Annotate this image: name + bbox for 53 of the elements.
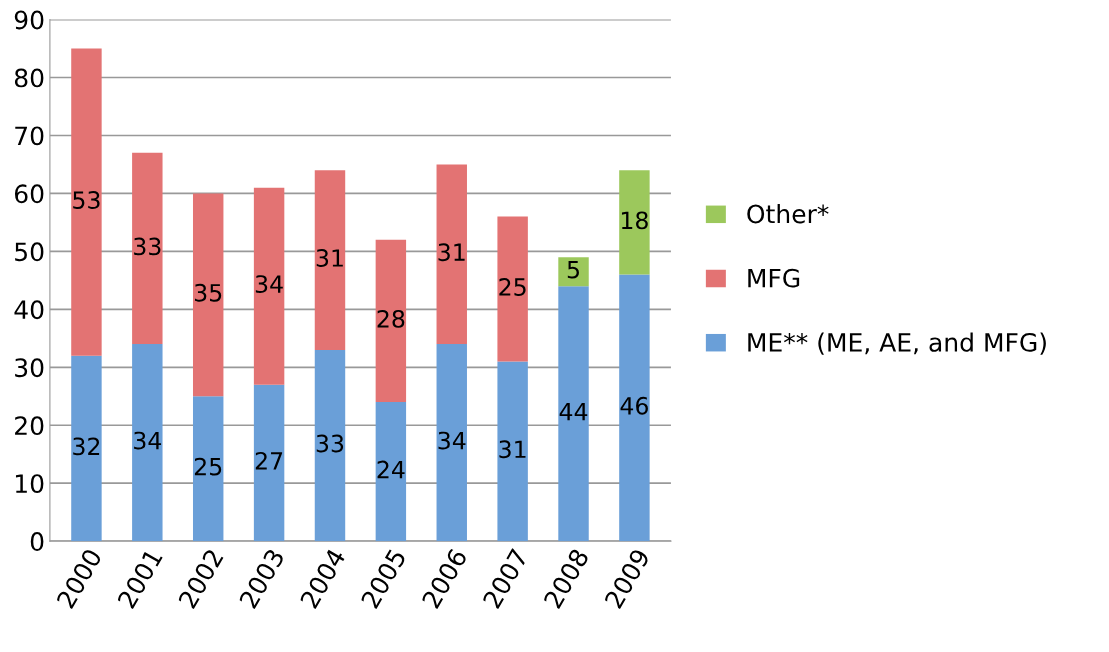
y-tick-label: 60: [14, 184, 44, 204]
data-label: 53: [73, 191, 100, 209]
bar: [253, 384, 285, 542]
y-tick-label: 20: [15, 416, 44, 436]
bar: [71, 355, 102, 542]
y-tick-label: 50: [15, 242, 44, 262]
data-label: 25: [194, 457, 222, 476]
bar: [132, 152, 163, 345]
bar: [71, 48, 102, 356]
y-tick-label: 30: [15, 358, 44, 378]
y-tick-label: 0: [30, 532, 44, 552]
y-tick-label: 80: [14, 68, 44, 88]
data-label: 31: [499, 440, 526, 459]
bar: [132, 344, 163, 542]
legend-label: Other*: [747, 204, 829, 224]
bar: [375, 239, 407, 403]
data-label: 33: [134, 237, 161, 256]
data-label: 34: [438, 431, 466, 450]
data-label: 33: [316, 434, 344, 453]
bar: [436, 164, 467, 345]
data-label: 32: [73, 437, 100, 456]
data-label: 46: [620, 396, 648, 415]
bar: [497, 361, 528, 542]
y-tick-label: 70: [15, 126, 44, 146]
data-label: 5: [567, 260, 579, 279]
bar: [558, 257, 589, 287]
data-label: 28: [377, 309, 405, 328]
y-tick-label: 40: [14, 300, 44, 320]
bar: [314, 349, 346, 542]
data-label: 31: [316, 249, 343, 267]
y-tick-label: 90: [14, 10, 44, 30]
data-label: 34: [255, 275, 283, 294]
data-label: 31: [438, 243, 465, 262]
data-label: 25: [499, 278, 526, 296]
data-label: 34: [134, 431, 162, 450]
bar: [436, 344, 467, 542]
data-label: 35: [194, 283, 222, 302]
data-label: 18: [621, 211, 648, 230]
legend-label: MFG: [748, 268, 800, 288]
data-label: 27: [255, 451, 283, 470]
legend-label: ME** (ME, AE, and MFG): [748, 332, 1046, 355]
data-label: 44: [559, 402, 588, 421]
bar: [192, 193, 224, 397]
bar: [375, 402, 407, 542]
bar: [619, 170, 650, 275]
bar: [497, 216, 528, 362]
y-tick-label: 10: [15, 474, 44, 494]
data-label: 24: [377, 460, 405, 479]
bar: [253, 187, 285, 385]
bar: [619, 274, 650, 542]
bar: [558, 286, 589, 542]
bar: [314, 170, 346, 350]
bar: [192, 396, 224, 542]
